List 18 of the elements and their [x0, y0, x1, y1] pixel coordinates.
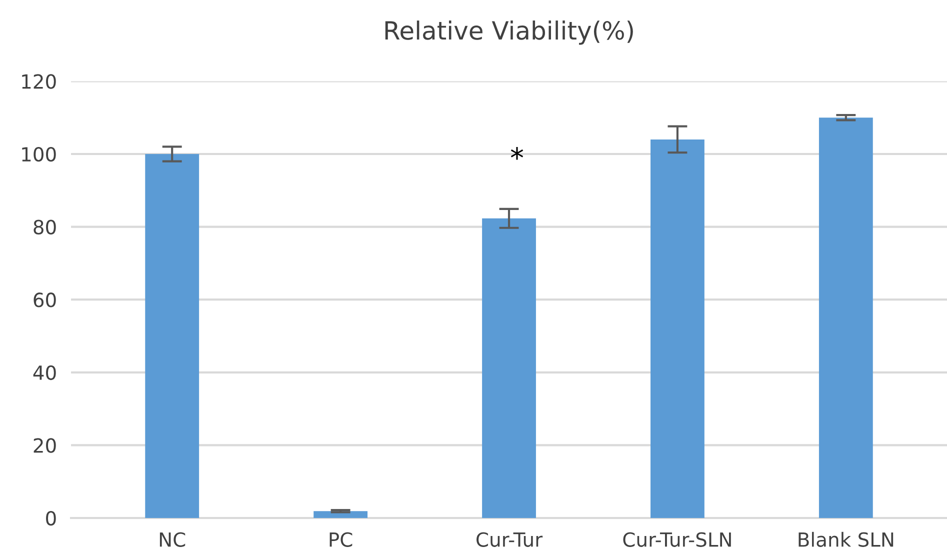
y-tick-label: 0 — [46, 510, 56, 526]
chart-title: Relative Viability(%) — [385, 20, 633, 45]
x-tick-label: Cur-Tur-SLN — [623, 532, 731, 547]
bar — [650, 139, 704, 518]
x-tick-label: NC — [160, 532, 186, 547]
y-tick-label: 100 — [22, 146, 56, 162]
y-tick-label: 120 — [22, 74, 56, 89]
bar — [482, 218, 536, 518]
x-tick-label: Blank SLN — [798, 532, 894, 547]
y-tick-label: 40 — [33, 365, 56, 380]
x-tick-label: PC — [330, 532, 352, 547]
bar — [818, 118, 873, 518]
y-tick-label: 80 — [34, 220, 56, 234]
y-tick-label: 60 — [34, 292, 56, 308]
x-tick-label: Cur-Tur — [476, 532, 543, 547]
annotation: * — [510, 147, 524, 160]
bar — [145, 154, 200, 518]
y-tick-label: 20 — [34, 438, 56, 453]
